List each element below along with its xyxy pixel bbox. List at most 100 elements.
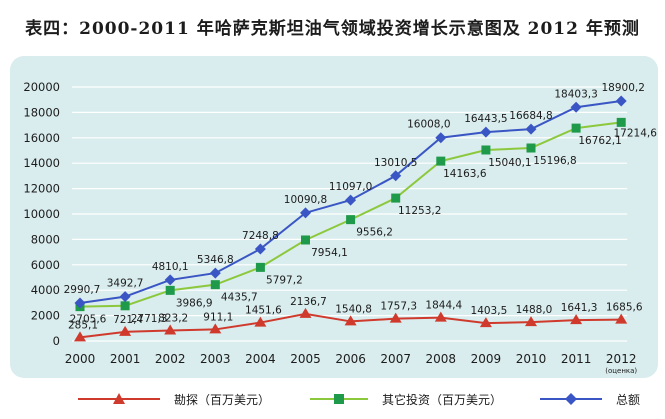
triangle-point — [119, 325, 132, 336]
x-tick-label: 2001 — [110, 352, 141, 366]
square-point — [481, 145, 491, 155]
diamond-point — [209, 267, 221, 279]
data-label: 2136,7 — [290, 296, 327, 308]
data-label: 17214,6 — [613, 127, 657, 139]
legend-item-other-investment: 其它投资（百万美元） — [310, 384, 502, 414]
x-note: (оценка) — [605, 367, 637, 375]
triangle-point — [525, 316, 537, 327]
data-label: 3492,7 — [107, 278, 144, 290]
data-label: 1540,8 — [335, 303, 372, 315]
y-tick-label: 10000 — [23, 207, 60, 221]
data-label: 14163,6 — [443, 168, 487, 180]
x-tick-label: 2003 — [200, 352, 231, 366]
diamond-point — [164, 274, 176, 286]
diamond-point — [615, 95, 627, 107]
data-label: 5797,2 — [266, 274, 303, 286]
square-point — [526, 143, 536, 153]
y-tick-label: 12000 — [23, 182, 60, 196]
data-label: 823,2 — [158, 313, 188, 325]
x-tick-label: 2010 — [516, 352, 547, 366]
square-point — [436, 156, 446, 166]
x-tick-label: 2005 — [290, 352, 321, 366]
data-label: 721,4 — [113, 314, 143, 326]
y-tick-label: 2000 — [31, 309, 60, 323]
square-point — [391, 193, 401, 203]
data-label: 18403,3 — [554, 88, 597, 100]
square-point — [120, 301, 130, 311]
diamond-point — [525, 123, 537, 135]
triangle-point — [389, 312, 402, 323]
data-label: 1685,6 — [606, 302, 643, 314]
y-tick-label: 0 — [53, 334, 60, 348]
square-point — [571, 123, 581, 133]
diamond-point — [435, 132, 447, 144]
triangle-point — [209, 323, 222, 334]
data-label: 1488,0 — [516, 304, 553, 316]
legend-item-exploration: 勘探（百万美元） — [78, 384, 270, 414]
y-tick-label: 6000 — [31, 258, 60, 272]
data-label: 16762,1 — [578, 135, 621, 147]
diamond-marker-icon — [540, 393, 602, 405]
data-label: 18900,2 — [601, 82, 644, 94]
square-point — [210, 280, 220, 290]
data-label: 1641,3 — [561, 302, 598, 314]
x-tick-label: 2000 — [65, 352, 96, 366]
square-point — [165, 285, 175, 295]
square-point — [255, 262, 265, 272]
data-label: 3986,9 — [176, 297, 213, 309]
y-tick-label: 4000 — [31, 283, 60, 297]
x-tick-label: 2009 — [471, 352, 502, 366]
data-label: 15040,1 — [488, 157, 531, 169]
square-marker-icon — [310, 394, 368, 404]
legend-label-other-investment: 其它投资（百万美元） — [382, 392, 503, 407]
y-tick-label: 16000 — [23, 131, 60, 145]
x-tick-label: 2011 — [561, 352, 592, 366]
data-label: 1757,3 — [380, 301, 417, 313]
data-label: 9556,2 — [356, 227, 393, 239]
x-tick-label: 2007 — [380, 352, 411, 366]
plot-panel — [10, 56, 658, 378]
legend-label-total: 总额 — [616, 392, 641, 407]
y-tick-label: 14000 — [23, 156, 60, 170]
data-label: 1844,4 — [425, 300, 462, 312]
diamond-point — [254, 243, 266, 255]
legend: 勘探（百万美元） 其它投资（百万美元） 总额 — [0, 384, 665, 414]
y-tick-label: 20000 — [23, 80, 60, 94]
data-label: 5346,8 — [197, 254, 234, 266]
triangle-point — [299, 307, 312, 318]
triangle-point — [479, 317, 492, 328]
triangle-point — [74, 331, 86, 342]
data-label: 16443,5 — [464, 113, 507, 125]
triangle-marker-icon — [78, 393, 160, 404]
triangle-point — [344, 315, 357, 326]
triangle-point — [434, 311, 447, 322]
data-label: 16684,8 — [509, 110, 552, 122]
data-label: 1403,5 — [471, 305, 508, 317]
data-label: 10090,8 — [284, 194, 327, 206]
data-label: 4435,7 — [221, 292, 258, 304]
x-tick-label: 2002 — [155, 352, 186, 366]
data-label: 13010,5 — [374, 157, 417, 169]
diamond-point — [345, 194, 357, 206]
data-label: 911,1 — [203, 311, 233, 323]
data-label: 1451,6 — [245, 305, 282, 317]
triangle-point — [164, 324, 177, 335]
diamond-point — [119, 291, 131, 303]
data-label: 16008,0 — [407, 119, 450, 131]
data-label: 15196,8 — [533, 155, 576, 167]
data-label: 7248,8 — [242, 230, 279, 242]
square-point — [301, 235, 310, 245]
triangle-point — [615, 313, 628, 324]
data-label: 2705,6 — [70, 314, 107, 326]
x-tick-label: 2008 — [426, 352, 457, 366]
data-label: 2771,3 — [131, 313, 168, 325]
data-label: 4810,1 — [152, 261, 189, 273]
y-tick-label: 8000 — [31, 232, 60, 246]
x-tick-label: 2006 — [335, 352, 366, 366]
diamond-point — [570, 101, 582, 113]
line-chart: 0 2000 4000 6000 8000 10000 12000 14000 16000 180… — [23, 80, 657, 375]
y-tick-label: 18000 — [23, 105, 60, 119]
triangle-point — [570, 314, 583, 325]
diamond-point — [480, 126, 492, 138]
data-label: 285,1 — [68, 319, 98, 331]
